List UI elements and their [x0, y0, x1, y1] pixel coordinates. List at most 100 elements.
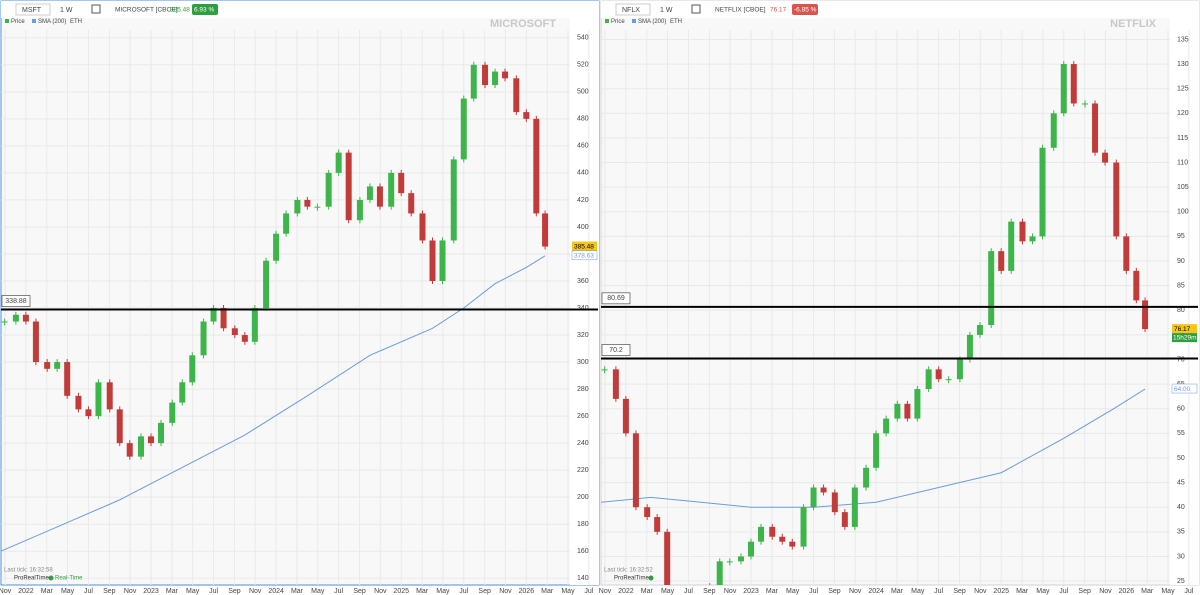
axis-area	[1170, 1, 1199, 585]
price-bar	[241, 335, 248, 342]
header-price: 385.48	[170, 7, 190, 14]
symbol[interactable]: MSFT	[22, 7, 42, 14]
symbol[interactable]: NFLX	[622, 7, 640, 14]
level-label: 338.88	[5, 298, 27, 305]
price-bar	[429, 240, 436, 281]
price-bar	[841, 512, 848, 527]
y-tick-label: 70	[1177, 356, 1185, 363]
price-bar	[1039, 147, 1046, 237]
level-tag	[601, 344, 631, 356]
price-badge-label: 385.48	[574, 243, 594, 250]
y-tick-label: 360	[577, 278, 589, 285]
level-tag	[601, 292, 631, 305]
price-bar	[758, 526, 765, 542]
price-bar	[654, 517, 661, 532]
price-bar	[779, 536, 786, 542]
toolbar	[601, 1, 1199, 18]
y-tick-label: 130	[1177, 61, 1189, 68]
x-tick-label: 2022	[18, 588, 34, 595]
price-bar	[1142, 300, 1149, 330]
interval[interactable]: 1 W	[60, 7, 73, 14]
price-bar	[632, 433, 639, 508]
price-bar	[263, 260, 270, 309]
price-bar	[398, 172, 405, 194]
price-bar	[956, 359, 963, 380]
price-bar	[904, 403, 911, 419]
watermark: MICROSOFT	[490, 18, 556, 30]
legend-swatch	[605, 19, 609, 23]
price-badge-label: 76.17	[1174, 326, 1191, 333]
price-bar	[789, 541, 796, 547]
legend-swatch	[5, 19, 9, 23]
price-bar	[179, 382, 186, 403]
price-bar	[894, 403, 901, 419]
price-bar	[1, 321, 8, 323]
price-bar	[1070, 64, 1077, 104]
change: -6.85 %	[794, 7, 817, 14]
interval[interactable]: 1 W	[660, 7, 673, 14]
price-bar	[863, 467, 870, 488]
symbol-box[interactable]	[15, 3, 51, 16]
price-bar	[482, 64, 489, 86]
brand: ProRealTime	[614, 576, 649, 582]
price-bar	[966, 334, 973, 360]
price-bar	[737, 556, 744, 562]
x-tick-label: May	[186, 588, 200, 595]
price-bar	[820, 487, 827, 493]
panel-background	[0, 0, 600, 586]
x-tick-label: 2024	[868, 588, 884, 595]
y-tick-label: 40	[1177, 504, 1185, 511]
x-tick-label: 2025	[393, 588, 409, 595]
price-bar	[419, 213, 426, 241]
x-tick-label: Nov	[0, 588, 12, 595]
x-tick-label: Sep	[953, 588, 966, 595]
tool-icon[interactable]	[91, 4, 101, 14]
x-tick-label: Nov	[374, 588, 387, 595]
brand: ProRealTime	[14, 576, 49, 582]
change: 6.93 %	[194, 7, 214, 14]
level-label: 80.69	[607, 295, 625, 302]
price-bar	[533, 118, 540, 214]
price-bar	[998, 251, 1005, 271]
price-bar	[1050, 113, 1057, 148]
price-bar	[64, 362, 71, 396]
y-tick-label: 480	[577, 116, 589, 123]
price-bar	[44, 362, 51, 369]
x-tick-label: Sep	[1078, 588, 1091, 595]
status-dot	[648, 575, 654, 581]
panel-background	[600, 0, 1200, 586]
price-bar	[726, 561, 733, 563]
symbol-box[interactable]	[615, 3, 651, 16]
price-bar	[810, 487, 817, 508]
instrument: MICROSOFT [CBOE]	[115, 7, 178, 14]
tool-icon[interactable]	[691, 4, 701, 14]
price-bar	[976, 325, 983, 335]
x-tick-label: Mar	[41, 588, 54, 595]
x-tick-label: Mar	[166, 588, 179, 595]
level-label: 70.2	[609, 347, 623, 354]
price-bar	[273, 233, 280, 261]
price-bar	[542, 213, 549, 247]
price-bar	[925, 369, 932, 390]
x-tick-label: 2023	[143, 588, 159, 595]
price-bar	[601, 369, 608, 371]
y-tick-label: 220	[577, 467, 589, 474]
y-tick-label: 300	[577, 359, 589, 366]
y-tick-label: 520	[577, 62, 589, 69]
y-tick-label: 440	[577, 170, 589, 177]
sma-badge	[571, 250, 598, 261]
y-tick-label: 100	[1177, 209, 1189, 216]
status-dot	[48, 575, 54, 581]
y-tick-label: 105	[1177, 184, 1189, 191]
timer-badge	[1172, 333, 1197, 343]
x-tick-label: May	[561, 588, 575, 595]
x-tick-label: 2023	[743, 588, 759, 595]
price-bar	[251, 308, 258, 342]
x-tick-label: Sep	[353, 588, 366, 595]
legend-extra: ETH	[70, 19, 82, 25]
legend-label: Price	[11, 19, 25, 25]
x-tick-label: Nov	[124, 588, 137, 595]
y-tick-label: 60	[1177, 406, 1185, 413]
price-bar	[450, 159, 457, 241]
